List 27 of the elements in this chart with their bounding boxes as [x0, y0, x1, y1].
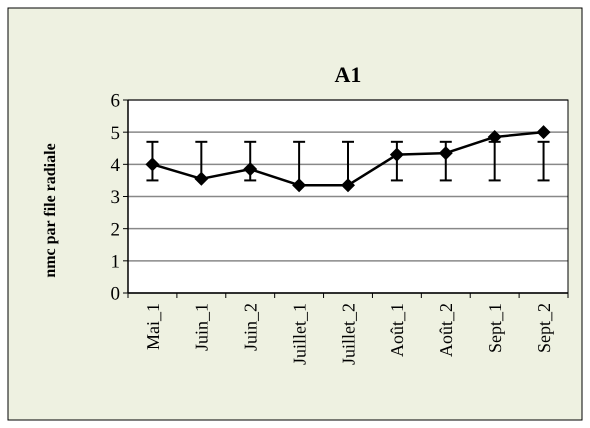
point	[341, 178, 355, 192]
y-tick-label: 3	[110, 187, 120, 208]
x-tick-label: Juillet_1	[289, 303, 310, 365]
y-tick-label: 1	[110, 251, 120, 272]
point	[438, 146, 453, 160]
point	[243, 162, 258, 176]
y-axis-title: nmc par file radiale	[42, 143, 59, 278]
x-tick-label: Sept_2	[534, 303, 554, 354]
point	[145, 157, 160, 172]
y-tick-label: 6	[110, 90, 120, 112]
y-tick-label: 4	[110, 154, 120, 176]
point	[292, 178, 306, 192]
point	[536, 125, 551, 140]
x-tick-label: Août_1	[387, 303, 408, 357]
y-tick-label: 0	[110, 284, 120, 305]
x-tick-label: Juillet_2	[338, 303, 358, 365]
point	[488, 130, 502, 144]
x-tick-label: Juin_2	[240, 303, 261, 352]
x-tick-label: Août_2	[436, 303, 456, 357]
y-tick-label: 5	[110, 122, 120, 144]
point	[390, 148, 404, 162]
x-tick-label: Juin_1	[192, 303, 212, 352]
chart-title: A1	[334, 62, 362, 87]
point	[194, 172, 208, 186]
y-tick-label: 2	[110, 219, 120, 240]
x-tick-label: Sept_1	[484, 303, 505, 354]
x-tick-label: Mai_1	[142, 303, 163, 350]
